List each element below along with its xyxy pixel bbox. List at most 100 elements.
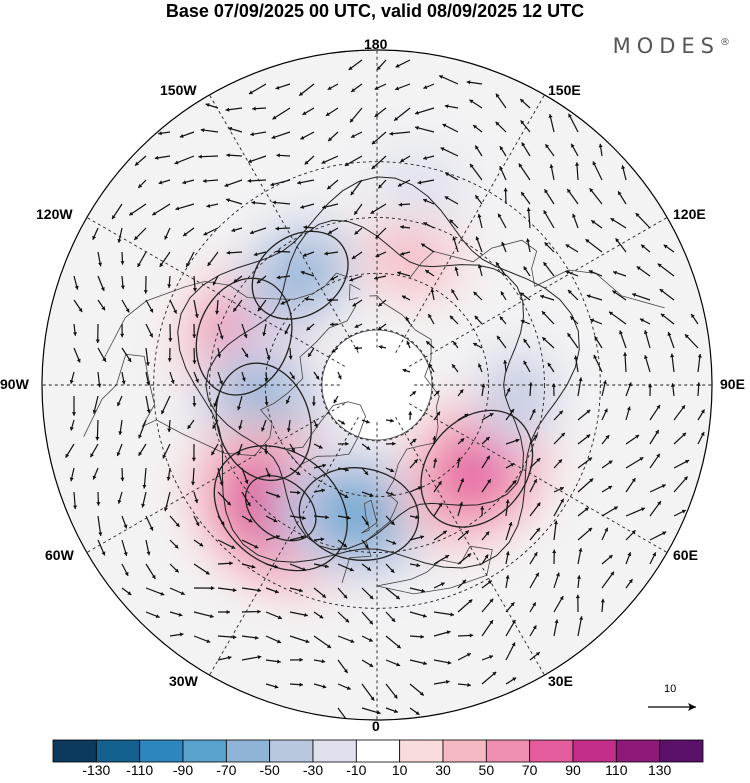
wind-arrowhead bbox=[288, 355, 293, 360]
wind-arrowhead bbox=[124, 571, 129, 576]
wind-arrowhead bbox=[231, 228, 236, 233]
wind-arrowhead bbox=[608, 486, 613, 490]
wind-arrowhead bbox=[585, 239, 590, 243]
wind-arrowhead bbox=[149, 526, 154, 531]
wind-arrow bbox=[635, 212, 651, 229]
wind-arrowhead bbox=[219, 380, 223, 385]
lon-label-150w: 150W bbox=[160, 82, 197, 98]
wind-arrowhead bbox=[205, 570, 210, 575]
wind-arrowhead bbox=[324, 251, 328, 256]
wind-arrowhead bbox=[447, 660, 452, 665]
lon-label-0: 0 bbox=[372, 718, 380, 734]
wind-arrowhead bbox=[489, 598, 494, 603]
wind-arrowhead bbox=[220, 521, 225, 526]
wind-arrowhead bbox=[238, 425, 243, 430]
wind-arrowhead bbox=[395, 595, 400, 600]
wind-arrowhead bbox=[499, 166, 503, 171]
wind-arrowhead bbox=[226, 153, 230, 158]
wind-arrowhead bbox=[589, 188, 594, 193]
wind-arrowhead bbox=[321, 488, 325, 493]
wind-arrowhead bbox=[127, 357, 132, 362]
wind-arrowhead bbox=[374, 113, 379, 117]
wind-arrowhead bbox=[588, 527, 592, 532]
wind-arrowhead bbox=[691, 313, 695, 318]
wind-arrowhead bbox=[97, 383, 102, 388]
wind-arrowhead bbox=[375, 253, 380, 258]
wind-arrowhead bbox=[586, 294, 591, 299]
wind-arrowhead bbox=[544, 189, 549, 194]
wind-arrowhead bbox=[535, 572, 539, 577]
contour-line bbox=[195, 277, 293, 396]
wind-arrowhead bbox=[232, 635, 237, 640]
wind-arrowhead bbox=[495, 262, 500, 267]
wind-arrowhead bbox=[415, 515, 420, 520]
wind-arrowhead bbox=[656, 453, 660, 458]
wind-arrowhead bbox=[233, 307, 237, 312]
wind-arrowhead bbox=[95, 436, 100, 441]
wind-arrowhead bbox=[412, 391, 416, 395]
wind-arrowhead bbox=[417, 486, 422, 490]
wind-arrowhead bbox=[213, 403, 218, 407]
wind-arrowhead bbox=[233, 278, 238, 283]
wind-arrowhead bbox=[600, 598, 605, 603]
wind-arrowhead bbox=[682, 432, 686, 437]
wind-arrowhead bbox=[170, 379, 175, 384]
wind-arrowhead bbox=[226, 250, 230, 255]
wind-arrowhead bbox=[467, 682, 471, 687]
colorbar-tick-label: -130 bbox=[82, 762, 111, 778]
meridian-line bbox=[209, 417, 359, 676]
wind-arrowhead bbox=[661, 484, 666, 488]
anomaly-shade bbox=[368, 143, 471, 227]
wind-arrowhead bbox=[187, 424, 192, 429]
wind-arrowhead bbox=[501, 241, 506, 246]
wind-arrowhead bbox=[143, 290, 148, 294]
wind-arrowhead bbox=[90, 453, 94, 458]
wind-arrowhead bbox=[370, 696, 375, 701]
wind-arrowhead bbox=[548, 114, 553, 118]
wind-arrowhead bbox=[374, 86, 379, 90]
wind-arrowhead bbox=[521, 142, 526, 147]
wind-arrow bbox=[608, 311, 627, 325]
wind-arrowhead bbox=[423, 85, 428, 89]
coastline bbox=[348, 283, 361, 301]
wind-arrowhead bbox=[306, 326, 311, 331]
wind-arrowhead bbox=[435, 390, 440, 395]
wind-arrowhead bbox=[402, 368, 407, 373]
wind-arrowhead bbox=[584, 507, 589, 512]
wind-arrowhead bbox=[604, 527, 608, 532]
wind-arrowhead bbox=[98, 532, 103, 536]
wind-arrowhead bbox=[167, 358, 172, 362]
colorbar-tick-label: -50 bbox=[259, 762, 280, 778]
wind-arrowhead bbox=[248, 90, 253, 95]
wind-arrowhead bbox=[389, 131, 393, 136]
wind-arrowhead bbox=[543, 210, 548, 215]
wind-arrowhead bbox=[610, 218, 615, 222]
wind-arrowhead bbox=[487, 479, 491, 484]
wind-arrowhead bbox=[168, 338, 173, 342]
wind-arrowhead bbox=[444, 104, 449, 109]
wind-arrowhead bbox=[572, 213, 576, 218]
wind-arrowhead bbox=[250, 132, 254, 137]
wind-arrowhead bbox=[429, 363, 433, 368]
wind-arrowhead bbox=[571, 143, 575, 148]
wind-arrowhead bbox=[419, 691, 424, 696]
wind-arrowhead bbox=[475, 236, 480, 241]
wind-arrowhead bbox=[371, 140, 376, 145]
wind-arrowhead bbox=[296, 471, 301, 475]
wind-arrowhead bbox=[364, 521, 369, 526]
wind-arrowhead bbox=[174, 544, 179, 549]
wind-arrowhead bbox=[593, 354, 598, 359]
wind-arrowhead bbox=[568, 290, 572, 294]
wind-arrowhead bbox=[520, 120, 525, 125]
pole-region bbox=[321, 329, 433, 441]
wind-arrowhead bbox=[627, 552, 632, 557]
wind-arrowhead bbox=[681, 509, 686, 514]
lon-label-150e: 150E bbox=[548, 82, 581, 98]
wind-arrowhead bbox=[377, 326, 382, 331]
wind-arrowhead bbox=[390, 491, 394, 496]
wind-arrowhead bbox=[274, 684, 279, 689]
wind-arrowhead bbox=[318, 444, 323, 449]
wind-arrowhead bbox=[345, 618, 349, 623]
wind-arrowhead bbox=[192, 403, 197, 407]
wind-arrowhead bbox=[280, 300, 285, 305]
